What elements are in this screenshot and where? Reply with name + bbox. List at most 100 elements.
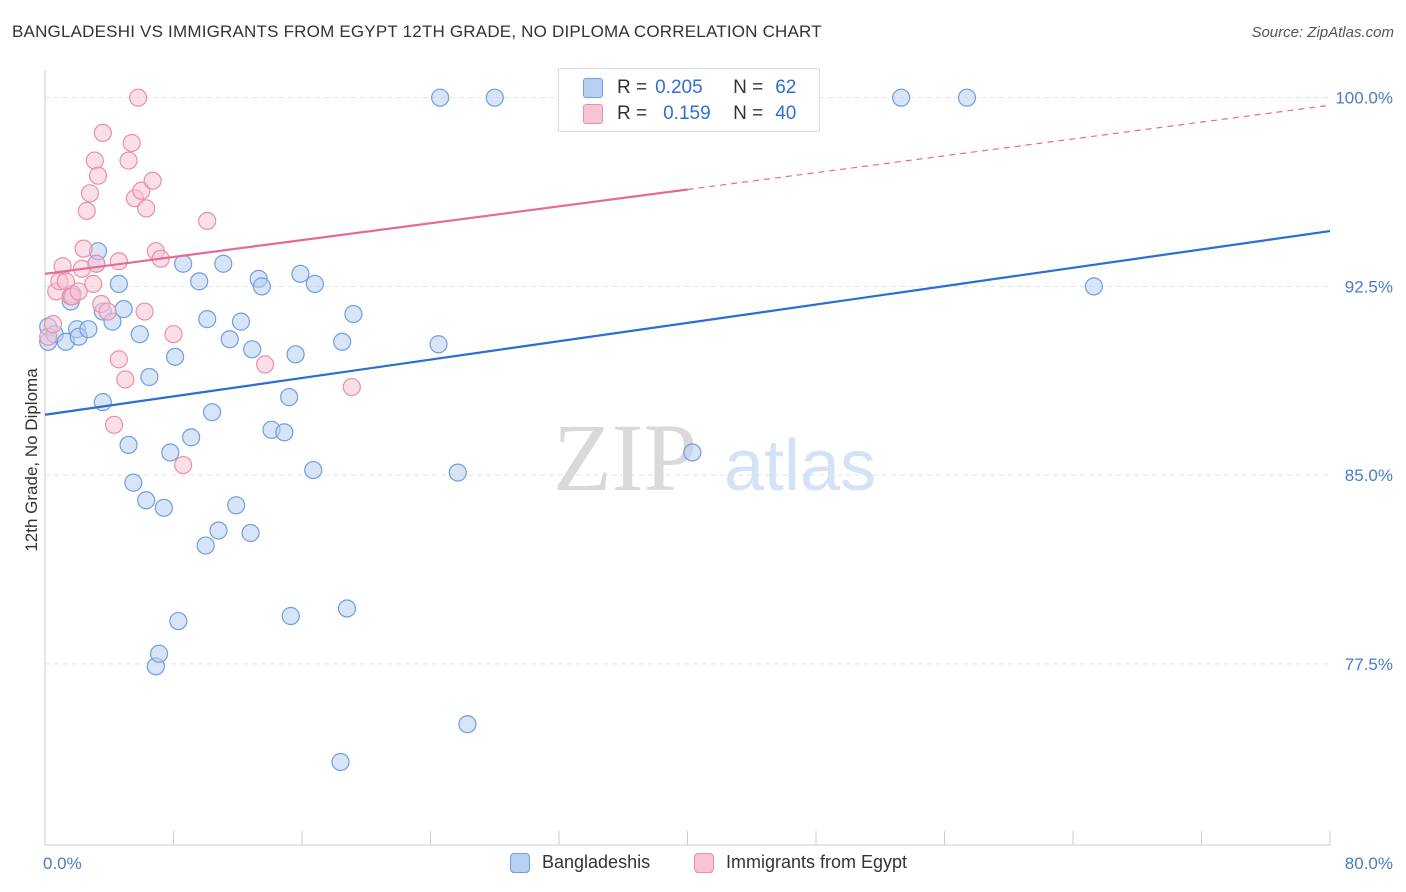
- egypt-point: [84, 274, 103, 293]
- bangladeshi-point: [243, 340, 262, 359]
- bangladeshi-point: [1084, 277, 1103, 296]
- bangladeshi-point: [431, 88, 450, 107]
- x-tick-label: 80.0%: [1345, 854, 1393, 873]
- r-value: 0.205: [655, 77, 703, 98]
- bangladeshi-point: [683, 443, 702, 462]
- egypt-trend-line: [44, 188, 688, 275]
- bangladeshi-point: [137, 491, 156, 510]
- bangladeshi-point: [305, 274, 324, 293]
- egypt-point: [109, 252, 128, 271]
- egypt-point: [137, 199, 156, 218]
- n-value: 40: [775, 103, 797, 124]
- bangladeshi-point: [331, 752, 350, 772]
- bangladeshi-point: [202, 403, 222, 422]
- egypt-point: [93, 123, 112, 143]
- n-value: 62: [775, 77, 797, 98]
- bangladeshi-point: [79, 320, 98, 339]
- r-label: R =: [617, 77, 648, 98]
- y-tick-label: 92.5%: [1345, 277, 1393, 296]
- egypt-point: [77, 201, 96, 221]
- n-label: N =: [733, 77, 764, 98]
- gridlines: [45, 97, 1330, 665]
- bangladeshi-point: [281, 606, 300, 626]
- bangladeshi-point: [344, 304, 363, 324]
- egypt-point: [164, 325, 183, 344]
- egypt-point: [98, 302, 117, 321]
- bangladeshi-point: [280, 388, 299, 407]
- bangladeshi-point: [119, 435, 138, 455]
- bangladeshi-point: [174, 254, 193, 273]
- egypt-point: [122, 133, 141, 153]
- axes: [44, 70, 1331, 846]
- bangladeshi-point: [892, 88, 911, 107]
- egypt-point: [80, 184, 100, 203]
- egypt-point: [342, 377, 361, 397]
- pink-swatch: [694, 852, 714, 873]
- x-tick-label: 0.0%: [43, 854, 82, 873]
- egypt-point: [109, 350, 128, 369]
- bangladeshi-point: [252, 277, 271, 296]
- r-value: 0.159: [663, 103, 711, 124]
- bangladeshi-point: [333, 332, 352, 351]
- bangladeshi-point: [220, 330, 239, 349]
- egypt-point: [116, 370, 135, 389]
- egypt-point: [74, 239, 93, 258]
- chart-title: BANGLADESHI VS IMMIGRANTS FROM EGYPT 12T…: [12, 22, 822, 41]
- blue-swatch: [583, 78, 603, 98]
- y-tick-label: 100.0%: [1335, 89, 1393, 108]
- stats-legend: R = 0.205 N = 62 R = 0.159 N = 40: [558, 68, 820, 132]
- bangladeshi-point: [485, 88, 504, 107]
- blue-swatch: [510, 852, 530, 873]
- bangladeshi-point: [429, 335, 448, 354]
- bangladeshi-point: [124, 473, 143, 492]
- legend-item-egypt[interactable]: Immigrants from Egypt: [694, 852, 907, 873]
- bangladeshi-point: [209, 521, 228, 540]
- source-credit: Source: ZipAtlas.com: [1251, 24, 1394, 41]
- bangladeshi-point: [169, 611, 188, 631]
- bangladeshi-point: [161, 443, 180, 462]
- watermark: ZIP atlas: [553, 404, 876, 511]
- egypt-point: [88, 166, 108, 185]
- bangladeshi-point: [957, 88, 977, 107]
- r-label: R =: [617, 103, 648, 124]
- trend-lines: [44, 104, 1331, 416]
- bangladeshi-point: [196, 536, 215, 555]
- bangladeshi-point: [109, 274, 128, 293]
- watermark-zip: ZIP: [553, 404, 697, 511]
- legend-label: Immigrants from Egypt: [726, 852, 908, 872]
- bangladeshi-point: [190, 272, 209, 291]
- bangladeshi-point: [149, 644, 169, 663]
- y-tick-label: 77.5%: [1345, 655, 1393, 674]
- bangladeshi-point: [182, 428, 201, 447]
- egypt-point: [135, 302, 154, 321]
- stats-row-bangladeshis: R = 0.205 N = 62: [583, 76, 797, 100]
- bangladeshi-point: [291, 264, 310, 283]
- egypt-point: [129, 88, 148, 107]
- bangladeshi-point: [130, 325, 149, 344]
- egypt-point: [198, 211, 217, 231]
- n-label: N =: [733, 103, 764, 124]
- bangladeshi-point: [275, 423, 294, 442]
- bangladeshi-point: [241, 523, 260, 543]
- egypt-point: [104, 415, 124, 434]
- stats-row-egypt: R = 0.159 N = 40: [583, 102, 797, 126]
- bangladeshi-point: [198, 310, 217, 329]
- bangladeshi-point: [140, 367, 159, 387]
- legend-item-bangladeshis[interactable]: Bangladeshis: [510, 852, 650, 873]
- bangladeshi-point: [214, 254, 233, 273]
- egypt-point: [85, 151, 104, 170]
- egypt-point: [69, 282, 88, 301]
- watermark-atlas: atlas: [724, 426, 876, 506]
- egypt-point: [174, 455, 193, 475]
- egypt-point: [43, 315, 63, 334]
- egypt-point: [255, 355, 275, 374]
- data-points: [39, 88, 1103, 772]
- egypt-point: [119, 151, 138, 170]
- tick-labels: 100.0% 92.5% 85.0% 77.5% 0.0% 80.0%: [43, 89, 1393, 873]
- bangladeshi-point: [286, 345, 305, 364]
- bangladeshi-point: [448, 463, 467, 482]
- y-tick-label: 85.0%: [1345, 466, 1393, 485]
- bangladeshi-point: [304, 460, 323, 480]
- egypt-trend-line-extension: [687, 104, 1331, 191]
